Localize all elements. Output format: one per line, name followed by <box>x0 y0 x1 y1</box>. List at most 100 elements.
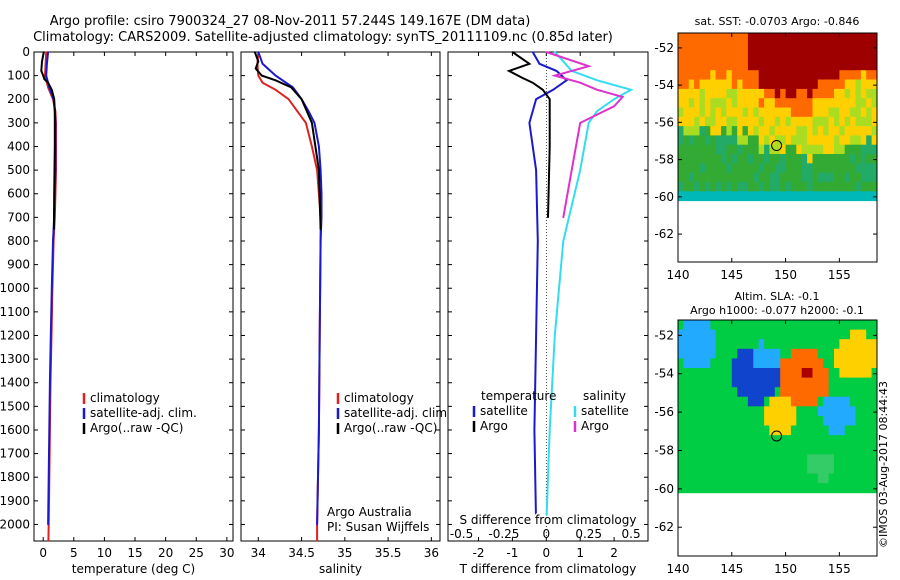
heatmap-cell <box>796 348 803 359</box>
heatmap-cell <box>774 396 781 407</box>
heatmap-cell <box>699 107 706 118</box>
heatmap-cell <box>753 98 760 108</box>
heatmap-cell <box>812 320 819 331</box>
heatmap-cell <box>817 435 824 446</box>
heatmap-cell <box>753 42 760 53</box>
heatmap-cell <box>774 425 781 436</box>
heatmap-cell <box>688 368 695 379</box>
heatmap-cell <box>715 329 722 340</box>
heatmap-cell <box>753 144 760 155</box>
heatmap-cell <box>839 454 846 465</box>
y-tick-label: 1200 <box>0 328 30 342</box>
heatmap-cell <box>817 88 824 99</box>
heatmap-cell <box>704 98 711 108</box>
heatmap-cell <box>796 406 803 417</box>
heatmap-cell <box>790 425 797 436</box>
heatmap-cell <box>699 463 706 474</box>
data-point-s2 <box>596 110 598 112</box>
heatmap-cell <box>710 116 717 127</box>
data-point-s0 <box>274 88 277 91</box>
heatmap-cell <box>807 329 813 340</box>
heatmap-cell <box>801 320 808 331</box>
heatmap-cell <box>764 425 770 436</box>
heatmap-cell <box>726 60 733 71</box>
heatmap-cell <box>704 144 711 155</box>
heatmap-cell <box>780 454 787 465</box>
heatmap-cell <box>796 435 803 446</box>
heatmap-cell <box>780 406 787 417</box>
heatmap-cell <box>807 42 813 53</box>
heatmap-cell <box>758 368 765 379</box>
heatmap-cell <box>764 98 770 108</box>
heatmap-cell <box>683 51 690 62</box>
heatmap-cell <box>855 79 862 90</box>
heatmap-cell <box>812 126 819 136</box>
heatmap-cell <box>807 444 813 455</box>
heatmap-cell <box>721 70 727 80</box>
heatmap-cell <box>817 444 824 455</box>
heatmap-cell <box>683 425 690 436</box>
heatmap-cell <box>688 79 695 90</box>
heatmap-cell <box>769 473 776 484</box>
heatmap-cell <box>683 454 690 465</box>
heatmap-cell <box>758 444 765 455</box>
heatmap-cell <box>758 42 765 53</box>
heatmap-cell <box>678 79 684 90</box>
heatmap-cell <box>764 163 770 174</box>
heatmap-cell <box>688 60 695 71</box>
heatmap-cell <box>699 483 706 494</box>
heatmap-cell <box>839 154 846 164</box>
heatmap-cell <box>758 116 765 127</box>
heatmap-cell <box>721 181 727 192</box>
data-point-s0 <box>311 145 313 148</box>
heatmap-cell <box>817 98 824 108</box>
heatmap-cell <box>785 320 792 331</box>
heatmap-cell <box>871 435 878 446</box>
heatmap-cell <box>694 406 700 417</box>
data-point-s2 <box>53 192 56 195</box>
heatmap-cell <box>796 126 803 136</box>
heatmap-cell <box>807 98 813 108</box>
heatmap-cell <box>715 116 722 127</box>
heatmap-cell <box>817 135 824 146</box>
x-tick-label: 35.5 <box>375 546 402 560</box>
heatmap-cell <box>704 368 711 379</box>
heatmap-cell <box>747 42 754 53</box>
heatmap-cell <box>678 191 684 202</box>
heatmap-cell <box>839 368 846 379</box>
heatmap-cell <box>850 415 856 426</box>
heatmap-cell <box>807 181 813 192</box>
data-point-s2 <box>562 60 565 63</box>
heatmap-cell <box>726 368 733 379</box>
heatmap-cell <box>715 483 722 494</box>
heatmap-cell <box>801 191 808 202</box>
heatmap-cell <box>834 425 840 436</box>
heatmap-cell <box>731 406 738 417</box>
heatmap-cell <box>758 88 765 99</box>
heatmap-cell <box>850 126 856 136</box>
heatmap-cell <box>753 329 760 340</box>
heatmap-cell <box>694 387 700 398</box>
heatmap-cell <box>737 98 744 108</box>
heatmap-cell <box>860 377 867 388</box>
heatmap-cell <box>855 116 862 127</box>
heatmap-cell <box>860 406 867 417</box>
heatmap-cell <box>790 473 797 484</box>
heatmap-cell <box>790 135 797 146</box>
heatmap-cell <box>774 79 781 90</box>
x2-tick-label: 0.5 <box>622 527 641 541</box>
heatmap-cell <box>828 425 835 436</box>
heatmap-cell <box>807 88 813 99</box>
heatmap-cell <box>823 406 830 417</box>
heatmap-cell <box>683 473 690 484</box>
heatmap-cell <box>807 320 813 331</box>
data-point-s1 <box>257 51 260 53</box>
heatmap-cell <box>715 463 722 474</box>
legend-header: salinity <box>583 389 626 403</box>
heatmap-cell <box>823 358 830 369</box>
heatmap-cell <box>866 368 873 379</box>
heatmap-cell <box>866 463 873 474</box>
heatmap-cell <box>683 387 690 398</box>
data-point-s2 <box>553 51 556 53</box>
